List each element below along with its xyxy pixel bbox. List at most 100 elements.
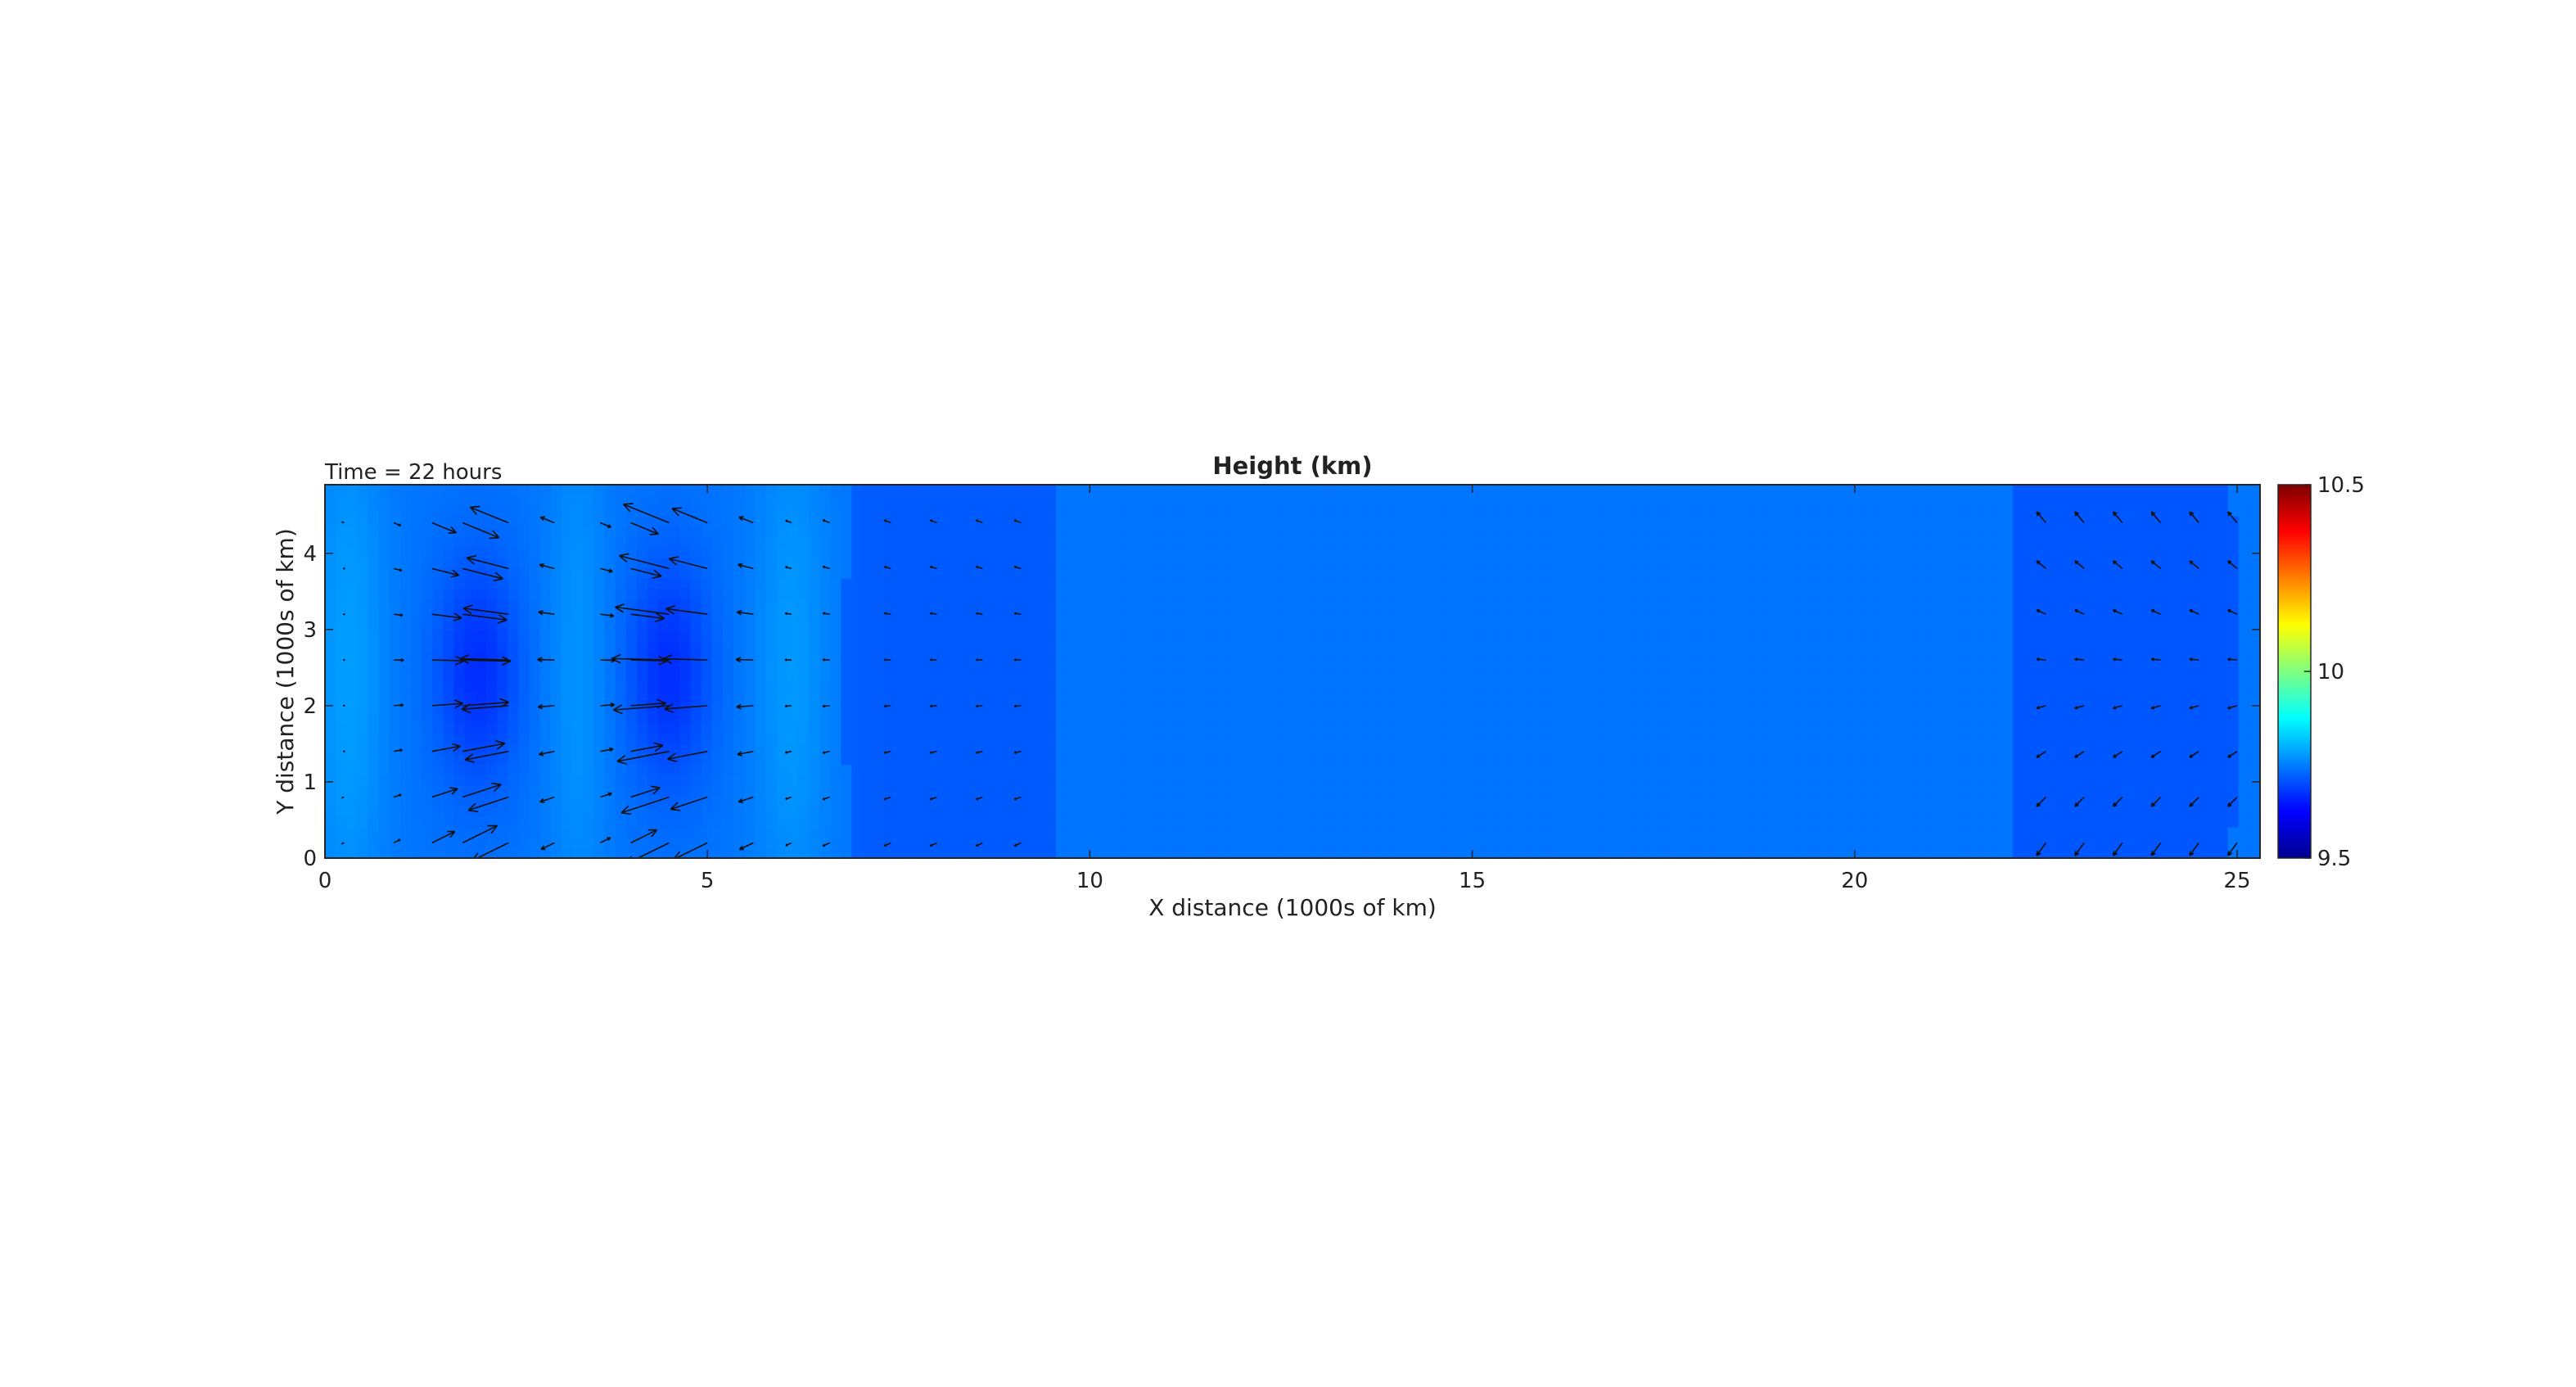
heatmap-cell [1067,619,1078,630]
heatmap-cell [1959,578,1970,590]
heatmap-cell [1873,619,1884,630]
heatmap-cell [1056,630,1067,641]
heatmap-cell [1808,743,1820,755]
heatmap-cell [776,775,788,786]
heatmap-cell [1754,567,1766,579]
heatmap-cell [2131,619,2143,630]
heatmap-cell [1518,661,1530,672]
heatmap-cell [1270,630,1283,641]
heatmap-cell [1980,765,1992,776]
heatmap-cell [883,816,896,828]
heatmap-cell [1324,837,1337,848]
heatmap-cell [529,692,541,703]
heatmap-cell [991,588,1003,599]
heatmap-cell [2055,765,2068,776]
heatmap-cell [970,578,981,590]
heatmap-cell [389,827,401,838]
heatmap-cell [1518,640,1530,652]
heatmap-cell [690,775,702,786]
heatmap-cell [1712,723,1723,734]
heatmap-cell [1561,847,1573,858]
heatmap-cell [1260,837,1272,848]
heatmap-cell [1915,754,1928,766]
heatmap-cell [776,640,788,652]
heatmap-cell [593,816,606,828]
heatmap-cell [1819,671,1831,683]
heatmap-cell [508,609,519,621]
heatmap-cell [1991,775,2003,786]
heatmap-cell [1260,703,1272,714]
heatmap-cell [1454,806,1465,817]
heatmap-cell [1174,796,1186,807]
heatmap-cell [1894,754,1906,766]
heatmap-cell [1636,650,1648,662]
heatmap-cell [1335,734,1347,745]
heatmap-cell [2045,785,2057,797]
heatmap-cell [583,712,594,724]
heatmap-cell [2206,775,2218,786]
heatmap-cell [809,827,820,838]
heatmap-cell [1088,650,1100,662]
heatmap-cell [1744,588,1756,599]
heatmap-cell [1604,796,1616,807]
heatmap-cell [1153,816,1164,828]
heatmap-cell [1442,816,1455,828]
heatmap-cell [1636,609,1648,621]
heatmap-cell [1776,847,1788,858]
heatmap-cell [1787,619,1798,630]
heatmap-cell [1884,703,1896,714]
heatmap-cell [1056,754,1067,766]
heatmap-cell [1776,661,1788,672]
heatmap-cell [679,567,692,579]
heatmap-cell [2249,661,2260,672]
heatmap-cell [1367,775,1379,786]
heatmap-cell [1056,703,1067,714]
heatmap-cell [1335,806,1347,817]
heatmap-cell [1851,723,1863,734]
heatmap-cell [1067,630,1078,641]
heatmap-cell [1701,609,1712,621]
heatmap-cell [1389,806,1401,817]
heatmap-cell [1206,743,1218,755]
heatmap-cell [1819,619,1831,630]
heatmap-cell [1712,661,1723,672]
heatmap-cell [1496,806,1509,817]
heatmap-cell [1712,743,1723,755]
heatmap-cell [1228,775,1239,786]
heatmap-cell [1496,567,1509,579]
heatmap-cell [1174,588,1186,599]
heatmap-cell [2227,671,2240,683]
heatmap-cell [862,775,874,786]
heatmap-cell [1636,661,1648,672]
heatmap-cell [1324,827,1337,838]
heatmap-cell [1400,681,1412,693]
heatmap-cell [1862,806,1874,817]
heatmap-cell [948,681,960,693]
heatmap-cell [1959,640,1970,652]
heatmap-cell [1131,640,1143,652]
heatmap-cell [883,578,896,590]
heatmap-cell [1067,588,1078,599]
heatmap-cell [1174,754,1186,766]
heatmap-cell [1528,712,1541,724]
heatmap-cell [883,567,896,579]
heatmap-cell [1604,723,1616,734]
heatmap-cell [959,796,971,807]
heatmap-cell [1293,816,1304,828]
heatmap-cell [1829,847,1842,858]
heatmap-cell [1335,630,1347,641]
heatmap-cell [422,847,433,858]
heatmap-cell [1346,796,1358,807]
heatmap-cell [1228,785,1239,797]
heatmap-cell [2045,847,2057,858]
heatmap-cell [883,681,896,693]
heatmap-cell [1475,692,1487,703]
heatmap-cell [508,796,519,807]
heatmap-cell [991,796,1003,807]
heatmap-cell [679,692,692,703]
heatmap-cell [690,816,702,828]
heatmap-cell [1980,712,1992,724]
heatmap-cell [1540,723,1551,734]
heatmap-cell [539,692,552,703]
heatmap-cell [1314,578,1325,590]
